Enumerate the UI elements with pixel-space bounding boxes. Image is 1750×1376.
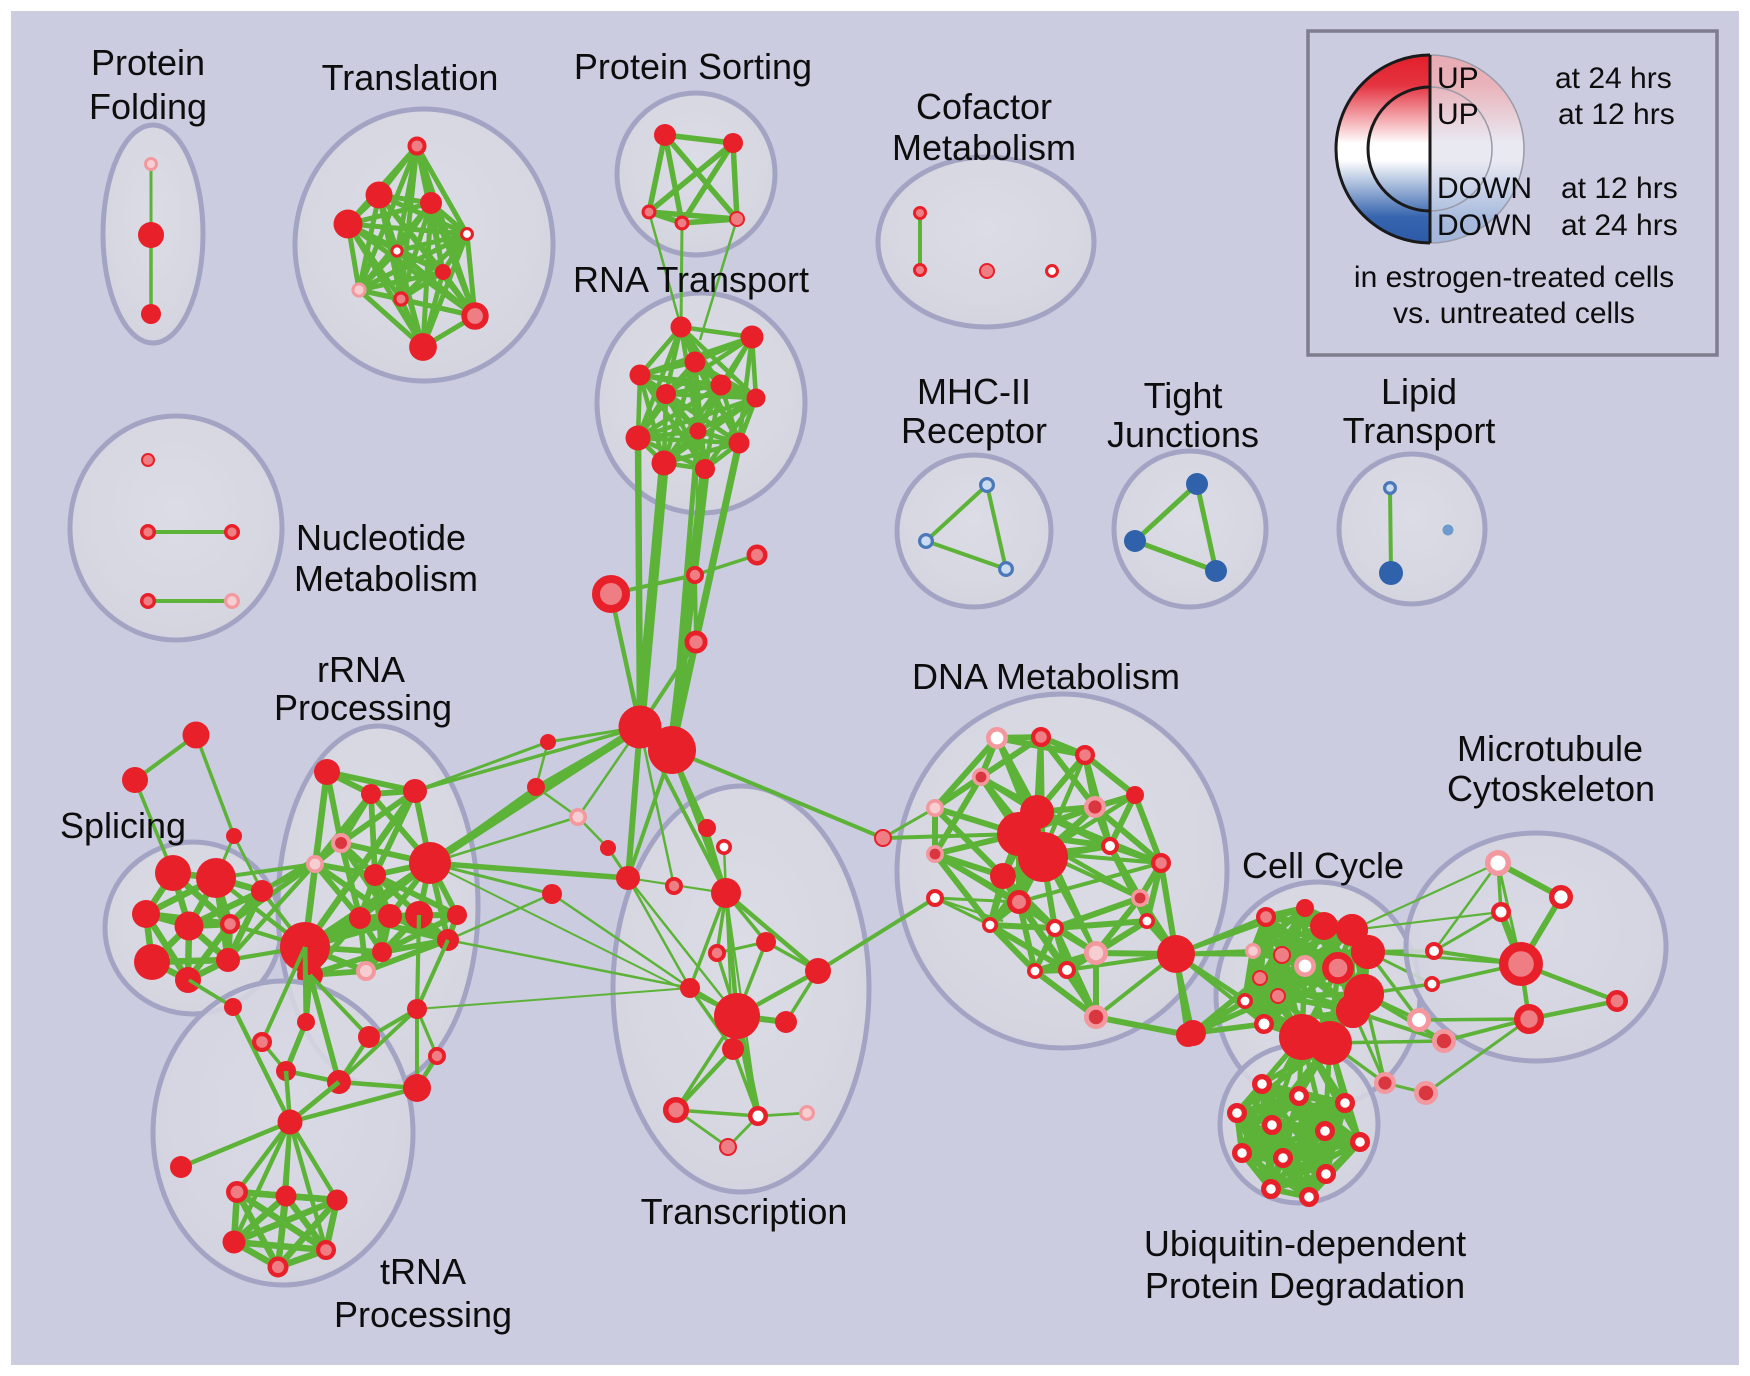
svg-text:rRNA: rRNA [317, 649, 405, 690]
svg-text:Transport: Transport [1343, 410, 1496, 451]
svg-text:Transcription: Transcription [641, 1191, 848, 1232]
svg-text:Ubiquitin-dependent: Ubiquitin-dependent [1144, 1223, 1466, 1264]
svg-text:in estrogen-treated cells: in estrogen-treated cells [1354, 261, 1674, 294]
svg-text:Nucleotide: Nucleotide [296, 517, 466, 558]
svg-text:DOWN: DOWN [1437, 209, 1532, 242]
svg-text:Receptor: Receptor [901, 410, 1047, 451]
svg-text:Cofactor: Cofactor [916, 86, 1052, 127]
svg-text:DOWN: DOWN [1437, 172, 1532, 205]
svg-text:Protein Degradation: Protein Degradation [1145, 1265, 1465, 1306]
svg-text:Cell Cycle: Cell Cycle [1242, 845, 1404, 886]
svg-text:Processing: Processing [274, 687, 452, 728]
svg-text:MHC-II: MHC-II [917, 371, 1031, 412]
svg-text:RNA Transport: RNA Transport [573, 259, 809, 300]
svg-text:at 12 hrs: at 12 hrs [1558, 98, 1675, 131]
svg-text:Splicing: Splicing [60, 805, 186, 846]
svg-text:Cytoskeleton: Cytoskeleton [1447, 768, 1655, 809]
svg-text:Tight: Tight [1144, 375, 1223, 416]
svg-text:tRNA: tRNA [380, 1251, 466, 1292]
svg-text:Metabolism: Metabolism [892, 127, 1076, 168]
svg-text:at 24 hrs: at 24 hrs [1555, 62, 1672, 95]
svg-text:DNA Metabolism: DNA Metabolism [912, 656, 1180, 697]
svg-text:Translation: Translation [322, 57, 499, 98]
svg-text:Folding: Folding [89, 86, 207, 127]
svg-text:Metabolism: Metabolism [294, 558, 478, 599]
svg-text:UP: UP [1437, 98, 1479, 131]
svg-text:Junctions: Junctions [1107, 414, 1259, 455]
svg-text:at 24 hrs: at 24 hrs [1561, 209, 1678, 242]
svg-text:Processing: Processing [334, 1294, 512, 1335]
svg-text:at 12 hrs: at 12 hrs [1561, 172, 1678, 205]
svg-text:Lipid: Lipid [1381, 371, 1457, 412]
svg-text:Protein Sorting: Protein Sorting [574, 46, 812, 87]
svg-text:Microtubule: Microtubule [1457, 728, 1643, 769]
svg-text:UP: UP [1437, 62, 1479, 95]
svg-text:vs. untreated cells: vs. untreated cells [1393, 297, 1635, 330]
svg-text:Protein: Protein [91, 42, 205, 83]
